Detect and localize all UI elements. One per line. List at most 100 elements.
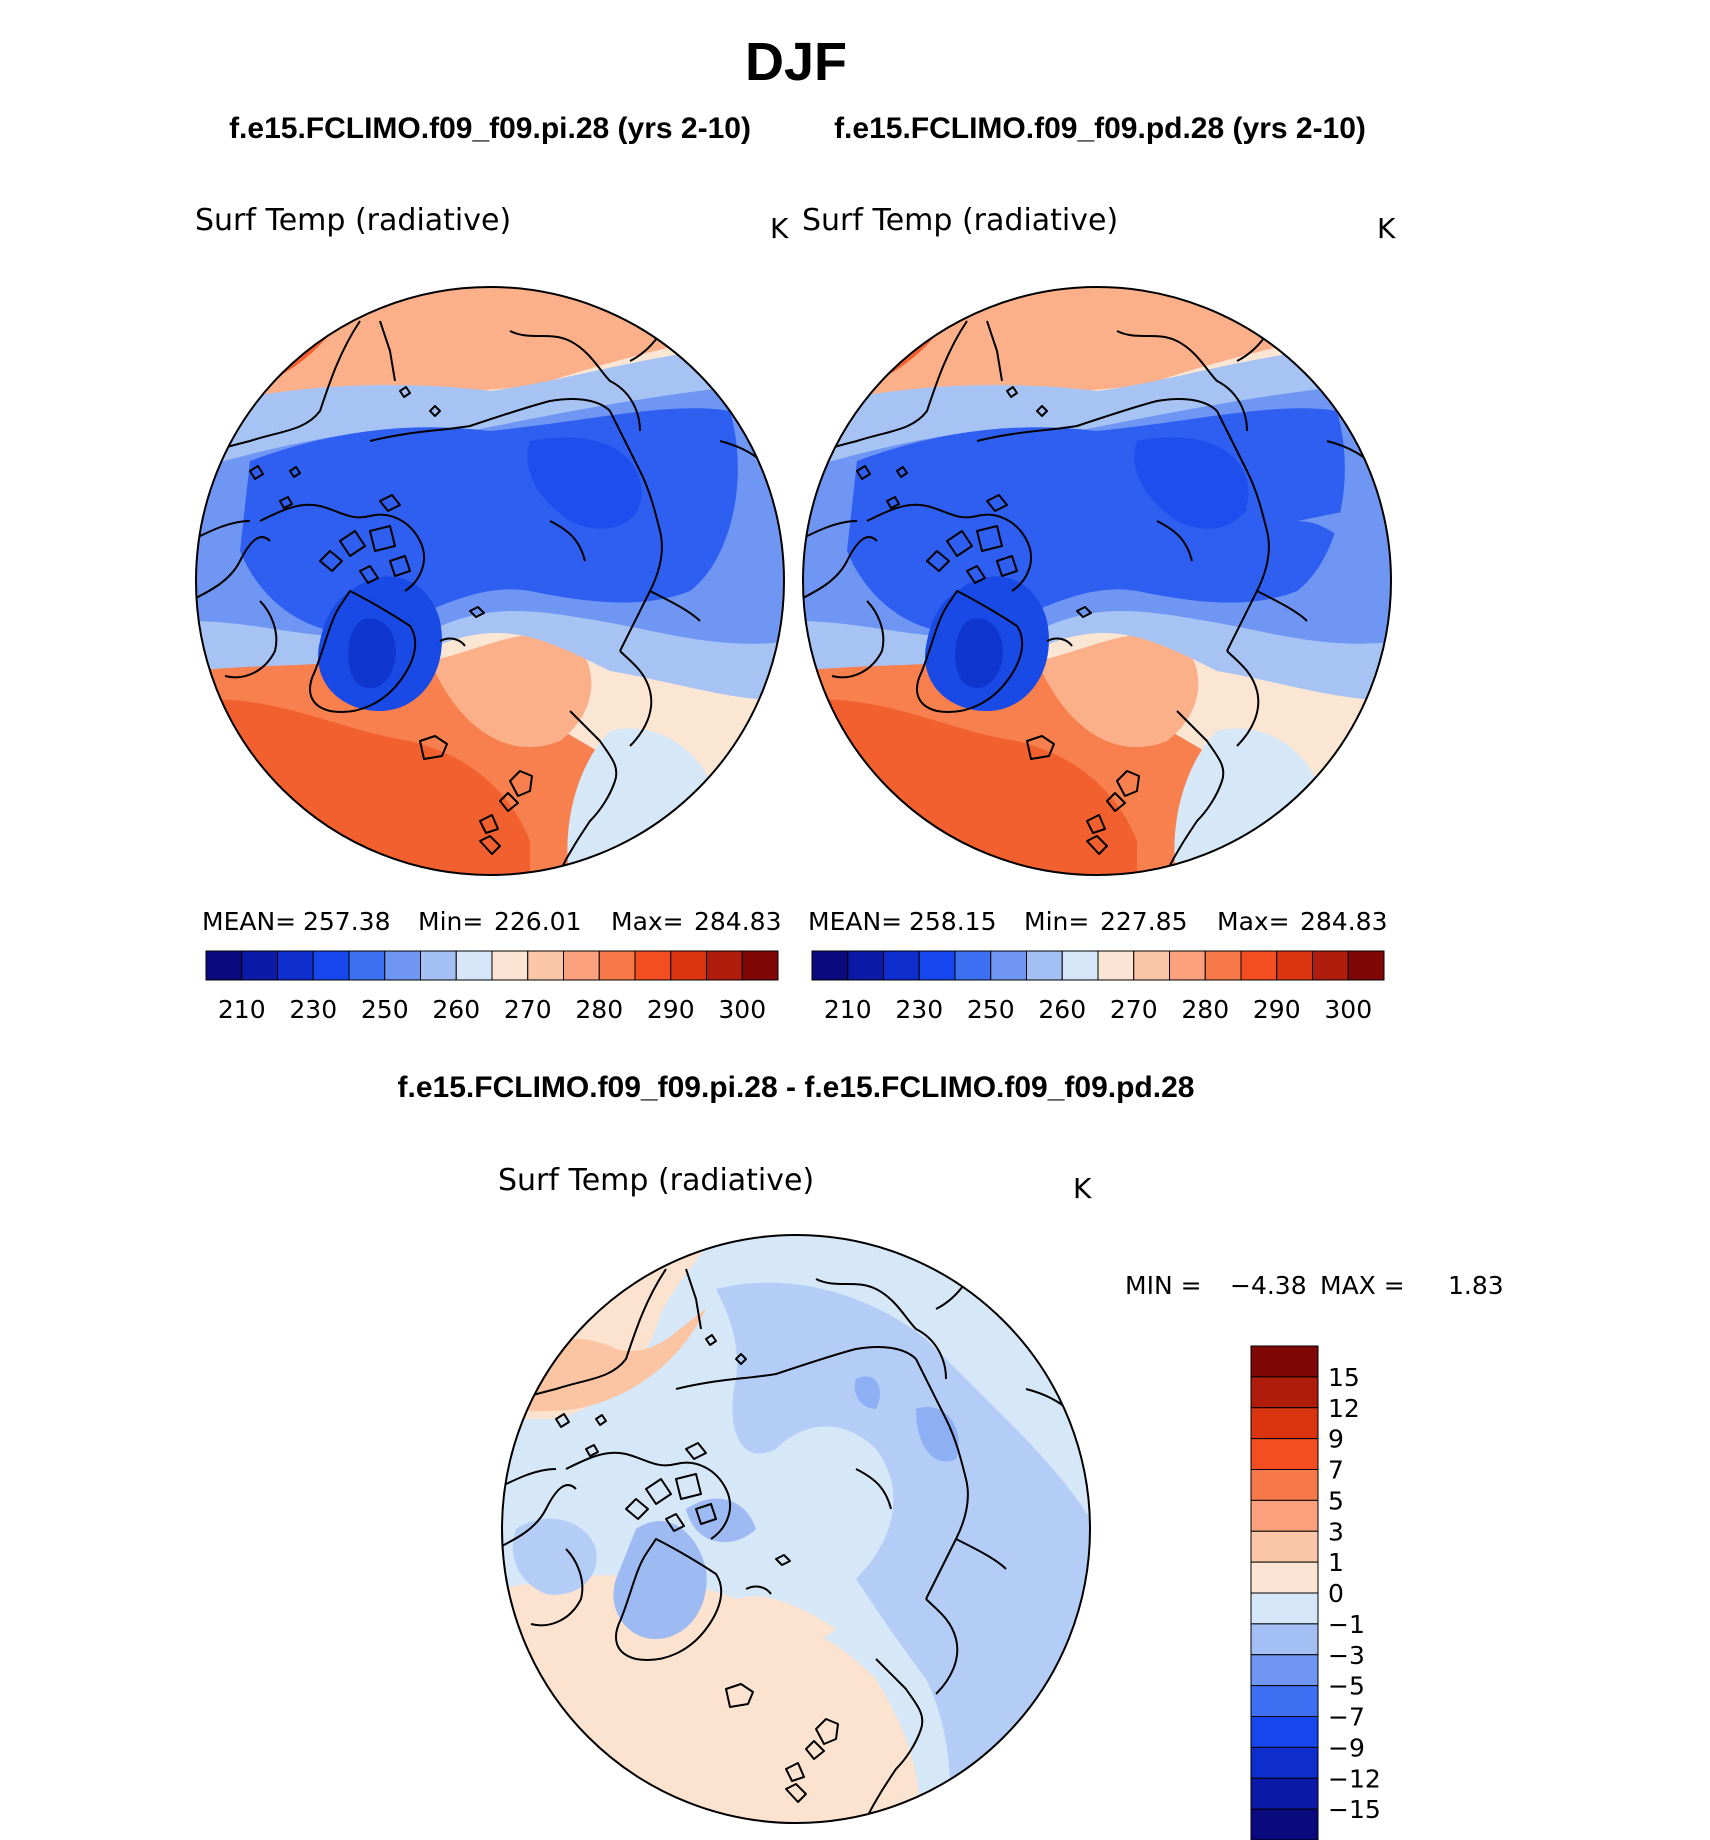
diff-colorbar-box bbox=[1250, 1530, 1319, 1563]
panel-right-colorbar-box bbox=[918, 950, 956, 981]
panel-right-max-label: Max= bbox=[1217, 907, 1290, 936]
diff-colorbar bbox=[1250, 1345, 1319, 1840]
panel-right-colorbar-label: 250 bbox=[967, 995, 1015, 1024]
panel-left-max-value: 284.83 bbox=[694, 907, 781, 936]
diff-colorbar-box bbox=[1250, 1623, 1319, 1656]
panel-right-colorbar-label: 270 bbox=[1110, 995, 1158, 1024]
panel-left-min-label: Min= bbox=[418, 907, 483, 936]
panel-right-colorbar-box bbox=[954, 950, 992, 981]
panel-right-colorbar-box bbox=[1026, 950, 1063, 981]
diff-colorbar-label: 3 bbox=[1328, 1517, 1344, 1546]
panel-right-colorbar-label: 260 bbox=[1038, 995, 1086, 1024]
panel-left-colorbar-label: 260 bbox=[432, 995, 480, 1024]
diff-colorbar-label: −1 bbox=[1328, 1610, 1365, 1639]
diff-max-value: 1.83 bbox=[1448, 1271, 1504, 1300]
panel-left-colorbar-label: 300 bbox=[718, 995, 766, 1024]
panel-left-colorbar-box bbox=[670, 950, 707, 981]
panel-right-colorbar-box bbox=[1133, 950, 1170, 981]
panel-right-colorbar-box bbox=[1240, 950, 1278, 981]
panel-right-colorbar-label: 230 bbox=[895, 995, 943, 1024]
panel-left-colorbar bbox=[205, 950, 779, 981]
panel-right-colorbar-label: 290 bbox=[1253, 995, 1301, 1024]
diff-variable: Surf Temp (radiative) bbox=[498, 1163, 814, 1198]
panel-left-units: K bbox=[770, 212, 789, 245]
panel-left-colorbar-label: 270 bbox=[504, 995, 552, 1024]
panel-left-map bbox=[195, 286, 785, 876]
panel-right-colorbar-box bbox=[811, 950, 849, 981]
panel-right-variable: Surf Temp (radiative) bbox=[802, 203, 1118, 238]
panel-right-units: K bbox=[1377, 212, 1396, 245]
panel-left-colorbar-box bbox=[455, 950, 493, 981]
panel-right-colorbar-labels: 210 230 250 260 270 280 290 300 bbox=[824, 995, 1372, 1024]
diff-colorbar-box bbox=[1250, 1716, 1319, 1748]
diff-colorbar-box bbox=[1250, 1499, 1319, 1532]
panel-left-colorbar-label: 290 bbox=[647, 995, 695, 1024]
panel-left-variable: Surf Temp (radiative) bbox=[195, 203, 511, 238]
diff-colorbar-box bbox=[1250, 1808, 1319, 1840]
panel-left-min-value: 226.01 bbox=[494, 907, 581, 936]
panel-right-colorbar-box bbox=[1097, 950, 1135, 981]
diff-max-label: MAX = bbox=[1320, 1271, 1405, 1300]
panel-right-colorbar-label: 210 bbox=[824, 995, 872, 1024]
panel-left-colorbar-labels: 210 230 250 260 270 280 290 300 bbox=[218, 995, 766, 1024]
panel-left-colorbar-box bbox=[634, 950, 672, 981]
panel-right-min-value: 227.85 bbox=[1100, 907, 1187, 936]
panel-right-mean-value: 258.15 bbox=[909, 907, 996, 936]
panel-left-colorbar-label: 210 bbox=[218, 995, 266, 1024]
panel-left-map-border bbox=[195, 286, 785, 876]
diff-colorbar-box bbox=[1250, 1685, 1319, 1717]
panel-left-colorbar-label: 250 bbox=[361, 995, 409, 1024]
diff-units: K bbox=[1073, 1172, 1092, 1205]
panel-right-colorbar-box bbox=[1347, 950, 1385, 981]
diff-colorbar-label: 0 bbox=[1328, 1579, 1344, 1608]
diff-colorbar-label: 12 bbox=[1328, 1394, 1360, 1423]
diff-map-border bbox=[501, 1234, 1091, 1824]
diff-colorbar-label: −9 bbox=[1328, 1733, 1365, 1762]
diff-colorbar-label: 15 bbox=[1328, 1363, 1360, 1392]
panel-left-mean-value: 257.38 bbox=[303, 907, 390, 936]
panel-left-case-title: f.e15.FCLIMO.f09_f09.pi.28 (yrs 2-10) bbox=[229, 112, 751, 145]
diff-colorbar-label: −7 bbox=[1328, 1703, 1365, 1732]
panel-right-colorbar-box bbox=[883, 950, 920, 981]
diff-colorbar-box bbox=[1250, 1469, 1319, 1501]
panel-right-colorbar-box bbox=[1276, 950, 1313, 981]
panel-right-colorbar-box bbox=[1312, 950, 1349, 981]
diff-map bbox=[501, 1234, 1091, 1824]
panel-right-map bbox=[802, 286, 1392, 876]
panel-right-mean-label: MEAN= bbox=[808, 907, 902, 936]
panel-left-colorbar-box bbox=[312, 950, 350, 981]
panel-left-colorbar-box bbox=[348, 950, 386, 981]
panel-left-colorbar-box bbox=[563, 950, 600, 981]
panel-right-colorbar-box bbox=[1204, 950, 1242, 981]
panel-left-colorbar-box bbox=[384, 950, 421, 981]
diff-colorbar-box bbox=[1250, 1746, 1319, 1779]
diff-colorbar-box bbox=[1250, 1345, 1319, 1378]
diff-colorbar-label: 1 bbox=[1328, 1548, 1344, 1577]
diff-colorbar-label: 5 bbox=[1328, 1486, 1344, 1515]
panel-left-colorbar-box bbox=[277, 950, 314, 981]
panel-right-min-label: Min= bbox=[1024, 907, 1089, 936]
panel-left-colorbar-box bbox=[205, 950, 243, 981]
panel-right-colorbar bbox=[811, 950, 1385, 981]
panel-left-max-label: Max= bbox=[611, 907, 684, 936]
panel-right-colorbar-label: 280 bbox=[1181, 995, 1229, 1024]
panel-right-colorbar-box bbox=[1169, 950, 1206, 981]
panel-right-map-border bbox=[802, 286, 1392, 876]
panel-left-colorbar-box bbox=[741, 950, 779, 981]
diff-colorbar-box bbox=[1250, 1407, 1319, 1440]
panel-right-colorbar-label: 300 bbox=[1324, 995, 1372, 1024]
panel-left-colorbar-box bbox=[241, 950, 278, 981]
panel-left-mean-label: MEAN= bbox=[202, 907, 296, 936]
diff-colorbar-label: 7 bbox=[1328, 1456, 1344, 1485]
diff-colorbar-label: −15 bbox=[1328, 1795, 1381, 1824]
panel-left-colorbar-box bbox=[527, 950, 564, 981]
diff-colorbar-label: −5 bbox=[1328, 1672, 1365, 1701]
panel-left-colorbar-label: 230 bbox=[289, 995, 337, 1024]
panel-right-colorbar-box bbox=[1061, 950, 1099, 981]
panel-right-max-value: 284.83 bbox=[1300, 907, 1387, 936]
diff-colorbar-box bbox=[1250, 1438, 1319, 1470]
diff-min-value: −4.38 bbox=[1230, 1271, 1307, 1300]
diff-min-label: MIN = bbox=[1125, 1271, 1202, 1300]
diff-colorbar-label: −3 bbox=[1328, 1641, 1365, 1670]
panel-left-colorbar-box bbox=[420, 950, 457, 981]
